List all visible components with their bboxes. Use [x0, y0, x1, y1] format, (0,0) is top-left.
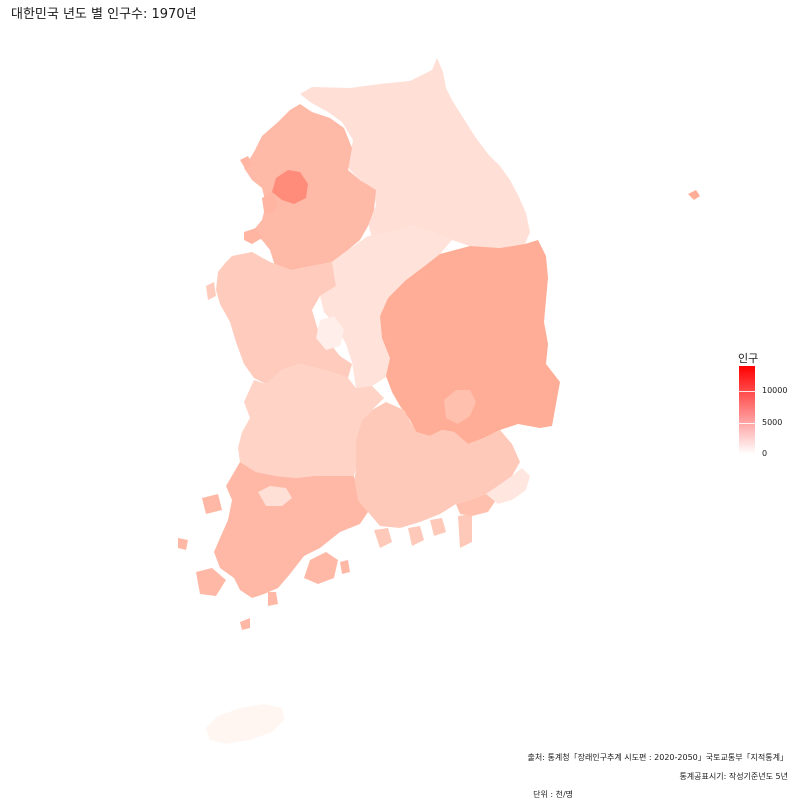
region-ulsan[interactable]	[486, 468, 530, 504]
legend-tick-label: 5000	[762, 417, 783, 427]
unit-caption: 단위 : 천/명	[533, 790, 573, 799]
region-chungbuk[interactable]	[320, 226, 452, 388]
published-caption: 통계공표시기: 작성기준년도 5년	[679, 772, 788, 781]
region-gyeongbuk[interactable]	[380, 240, 560, 444]
region-seoul[interactable]	[272, 170, 308, 204]
source-caption: 출처: 통계청「장래인구추계 시도편 : 2020-2050」국토교통부「지적통…	[527, 753, 788, 762]
region-jeju[interactable]	[206, 704, 284, 744]
region-chungnam[interactable]	[206, 252, 352, 384]
color-legend: 인구 0 5000 10000	[732, 348, 792, 468]
region-jeonnam[interactable]	[178, 462, 368, 630]
page-title: 대한민국 년도 별 인구수: 1970년	[11, 7, 197, 22]
region-gwangju[interactable]	[258, 486, 292, 506]
region-jeonbuk[interactable]	[238, 364, 384, 478]
region-ulleung[interactable]	[688, 190, 700, 200]
legend-tick-line	[739, 391, 755, 393]
region-daegu[interactable]	[444, 390, 476, 424]
region-incheon[interactable]	[240, 156, 278, 244]
region-daejeon[interactable]	[316, 316, 344, 350]
legend-tick-label: 0	[762, 449, 768, 458]
legend-tick-label: 10000	[762, 386, 788, 396]
legend-gradient-bar	[739, 366, 755, 454]
legend-title: 인구	[738, 352, 759, 365]
region-gyeongnam[interactable]	[354, 402, 520, 548]
region-busan[interactable]	[456, 494, 496, 516]
region-gyeonggi[interactable]	[244, 104, 376, 270]
legend-tick-line	[739, 422, 755, 424]
region-gangwon[interactable]	[300, 58, 530, 248]
legend-tick-line	[739, 454, 755, 455]
